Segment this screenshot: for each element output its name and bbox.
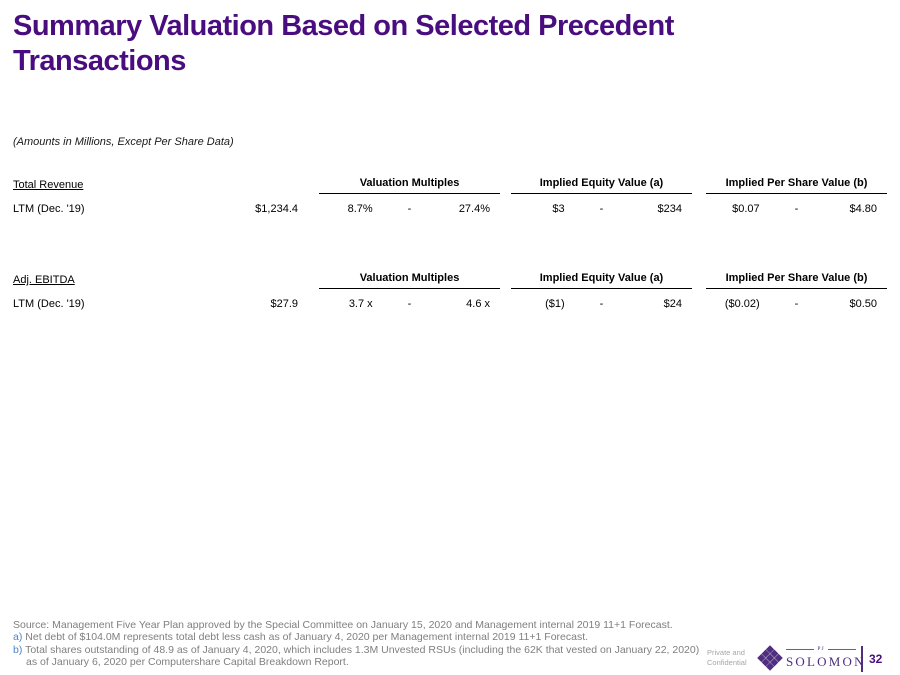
implied-equity-value-range: $3 - $234 [511,203,692,215]
range-dash: - [407,203,412,215]
range-high: 27.4% [458,203,491,215]
footnote-marker-b: b) [13,643,23,656]
range-low: $3 [552,203,565,215]
page-number-divider [861,646,863,672]
column-header-implied-per-share-value: Implied Per Share Value (b) [706,272,887,289]
range-high: $4.80 [849,203,878,215]
range-low: $0.07 [732,203,760,215]
page-number: 32 [869,652,883,666]
range-low: 3.7 x [348,298,373,310]
wordmark-pj: PJ [817,646,825,652]
valuation-multiples-range: 8.7% - 27.4% [319,203,500,215]
footnotes: Source: Management Five Year Plan approv… [13,619,705,669]
implied-equity-value-range: ($1) - $24 [511,298,692,310]
range-high: $234 [657,203,683,215]
confidentiality-notice: Private and Confidential [707,648,761,667]
table-adj-ebitda: Adj. EBITDA Valuation Multiples Implied … [0,272,900,332]
range-high: 4.6 x [466,298,491,310]
table-total-revenue: Total Revenue Valuation Multiples Implie… [0,177,900,237]
footnote-a: a) Net debt of $104.0M represents total … [13,631,705,643]
implied-per-share-value-range: ($0.02) - $0.50 [706,298,887,310]
section-label-adj-ebitda: Adj. EBITDA [13,274,75,286]
page-title: Summary Valuation Based on Selected Prec… [13,10,674,77]
column-header-implied-equity-value: Implied Equity Value (a) [511,272,692,289]
range-low: ($1) [545,298,565,310]
valuation-multiples-range: 3.7 x - 4.6 x [319,298,500,310]
confidentiality-line2: Confidential [707,657,747,667]
range-dash: - [794,203,799,215]
range-high: $24 [663,298,683,310]
footnote-text: Net debt of $104.0M represents total deb… [25,631,589,644]
pj-solomon-logo-icon [757,645,783,671]
wordmark-top-rule: PJ [786,645,857,653]
range-high: $0.50 [849,298,878,310]
footnote-text: Total shares outstanding of 48.9 as of J… [25,643,700,669]
range-dash: - [599,298,604,310]
source-note: Source: Management Five Year Plan approv… [13,619,673,631]
row-metric-value: $1,234.4 [255,203,298,215]
units-note: (Amounts in Millions, Except Per Share D… [13,136,234,148]
implied-per-share-value-range: $0.07 - $4.80 [706,203,887,215]
wordmark-solomon: SOLOMON [786,654,866,669]
range-dash: - [407,298,412,310]
right-rule [827,648,857,650]
section-label-total-revenue: Total Revenue [13,179,84,191]
column-header-implied-per-share-value: Implied Per Share Value (b) [706,177,887,194]
row-label: LTM (Dec. '19) [13,298,85,310]
confidentiality-line1: Private and [707,648,745,657]
row-metric-value: $27.9 [270,298,298,310]
pj-solomon-wordmark: PJ SOLOMON [786,645,866,670]
table-row: LTM (Dec. '19) $27.9 3.7 x - 4.6 x ($1) … [0,298,900,312]
range-dash: - [599,203,604,215]
column-header-valuation-multiples: Valuation Multiples [319,177,500,194]
column-header-implied-equity-value: Implied Equity Value (a) [511,177,692,194]
range-low: ($0.02) [724,298,760,310]
column-header-valuation-multiples: Valuation Multiples [319,272,500,289]
range-low: 8.7% [347,203,373,215]
footnote-b: b) Total shares outstanding of 48.9 as o… [13,644,705,669]
footnote-marker-a: a) [13,631,23,644]
row-label: LTM (Dec. '19) [13,203,85,215]
range-dash: - [794,298,799,310]
left-rule [786,648,815,650]
table-row: LTM (Dec. '19) $1,234.4 8.7% - 27.4% $3 … [0,203,900,217]
